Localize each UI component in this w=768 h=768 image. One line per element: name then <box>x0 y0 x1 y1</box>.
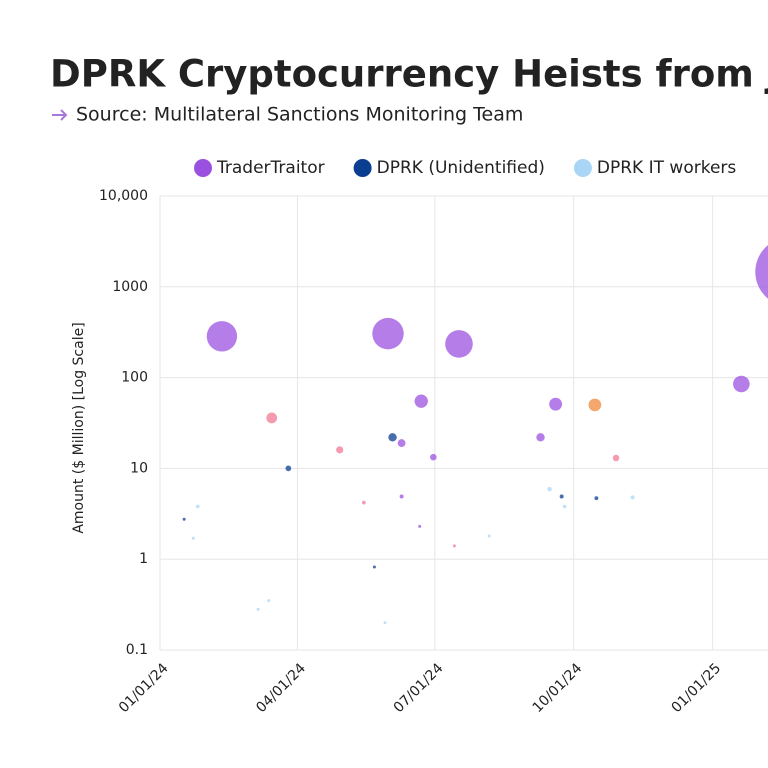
bubble <box>372 317 404 350</box>
bubble <box>182 517 186 521</box>
bubble <box>285 465 292 472</box>
bubble <box>452 544 456 548</box>
legend-swatch <box>194 159 212 177</box>
bubble <box>733 375 750 393</box>
bubble <box>547 487 552 492</box>
grid: 0.1 1 10 100 1000 10,000 01/01/24 04/01/24 07/01… <box>99 188 768 716</box>
bubble <box>430 453 437 461</box>
bubble <box>536 433 545 442</box>
bubble <box>612 454 620 462</box>
marks <box>182 245 768 625</box>
y-tick-label: 0.1 <box>126 642 148 658</box>
arrow-icon <box>52 109 68 121</box>
bubble <box>336 446 344 454</box>
bubble <box>267 599 271 603</box>
bubble <box>266 412 278 424</box>
y-tick-label: 10 <box>130 460 148 476</box>
x-tick-label: 04/01/24 <box>253 660 309 716</box>
bubble <box>755 245 768 299</box>
bubble <box>399 494 404 499</box>
legend-label: TraderTraitor <box>216 158 325 178</box>
chart-title: DPRK Cryptocurrency Heists from Ja <box>50 53 768 96</box>
bubble <box>195 504 200 509</box>
bubble <box>487 534 491 538</box>
bubble <box>559 494 564 499</box>
bubble <box>549 397 563 411</box>
bubble <box>372 565 376 569</box>
y-tick-label: 10,000 <box>99 188 148 204</box>
legend-swatch <box>353 159 372 177</box>
x-tick-label: 07/01/24 <box>391 660 447 716</box>
bubble <box>594 496 599 501</box>
y-tick-label: 1 <box>139 551 148 567</box>
bubble <box>397 439 406 448</box>
legend-label: DPRK (Unidentified) <box>377 158 545 178</box>
bubble <box>388 433 397 442</box>
bubble <box>588 398 602 412</box>
bubble <box>362 500 366 505</box>
x-tick-label: 01/01/25 <box>669 660 725 716</box>
y-axis-label: Amount ($ Million) [Log Scale] <box>71 322 87 533</box>
legend: TraderTraitor DPRK (Unidentified) DPRK IT … <box>194 158 736 178</box>
bubble <box>418 524 422 528</box>
bubble <box>206 321 238 352</box>
bubble <box>630 495 635 500</box>
bubble <box>445 330 473 358</box>
y-tick-label: 100 <box>121 370 148 386</box>
y-tick-label: 1000 <box>112 279 148 295</box>
x-tick-label: 10/01/24 <box>530 660 586 716</box>
legend-swatch <box>573 159 592 177</box>
bubble <box>383 621 387 625</box>
x-tick-label: 01/01/24 <box>116 660 172 716</box>
bubble <box>414 394 428 408</box>
bubble <box>191 536 195 540</box>
bubble <box>562 504 567 509</box>
bubble <box>256 607 260 611</box>
legend-label: DPRK IT workers <box>597 158 736 178</box>
subtitle: Source: Multilateral Sanctions Monitorin… <box>76 104 523 126</box>
